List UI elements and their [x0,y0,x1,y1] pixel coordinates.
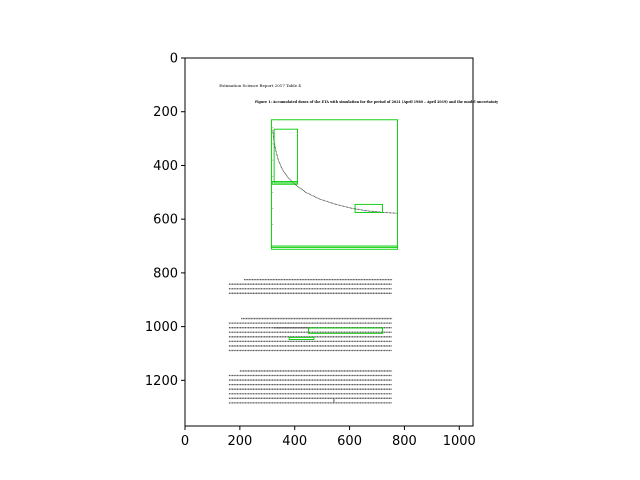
y-tick-label: 800 [153,266,178,281]
y-tick-label: 0 [170,52,178,67]
annotation-box [270,119,399,248]
annotation-box [288,336,315,340]
y-tick-label: 1200 [145,374,178,389]
annotation-box [271,181,298,185]
x-tick-label: 800 [392,434,417,449]
annotation-boxes [270,119,399,340]
annotation-box [307,327,383,334]
embedded-curve [272,130,398,214]
annotation-box [354,203,383,213]
x-tick-label: 400 [282,434,307,449]
y-axis: 0 200 400 600 800 1000 1200 [145,52,185,389]
x-tick-label: 1000 [443,434,476,449]
document-image: Estimation Science Report 2017 Table 4 F… [186,59,498,425]
axes-frame [184,57,474,427]
annotation-box [270,245,399,250]
x-tick-label: 0 [181,434,189,449]
y-tick-label: 600 [153,213,178,228]
x-tick-label: 200 [227,434,252,449]
x-axis: 0 200 400 600 800 1000 [181,426,476,449]
annotation-box [273,128,298,184]
document-page [186,59,472,425]
y-tick-label: 400 [153,159,178,174]
document-header: Estimation Science Report 2017 Table 4 [219,83,301,88]
y-tick-label: 1000 [145,320,178,335]
x-tick-label: 600 [337,434,362,449]
body-text-lines [228,278,393,404]
figure-caption: Figure 1: Accumulated doses of the ETA w… [255,100,498,104]
y-tick-label: 200 [153,105,178,120]
